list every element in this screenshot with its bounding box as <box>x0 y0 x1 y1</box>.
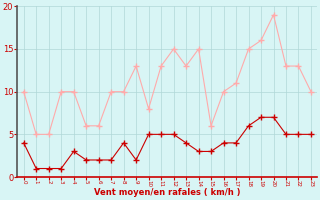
X-axis label: Vent moyen/en rafales ( km/h ): Vent moyen/en rafales ( km/h ) <box>94 188 241 197</box>
